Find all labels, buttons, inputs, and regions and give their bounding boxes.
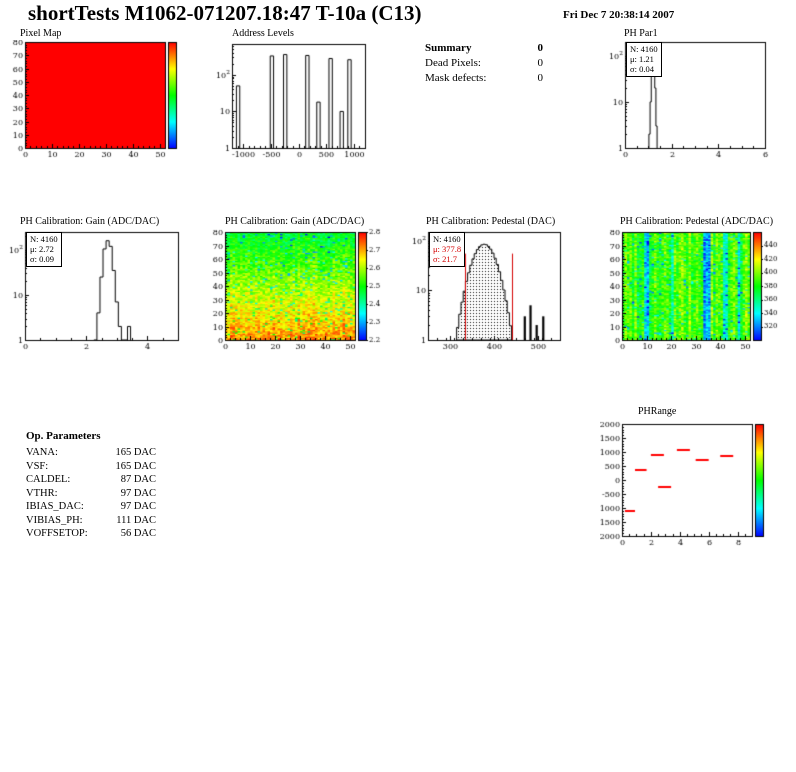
stats-sigma: σ: 21.7 xyxy=(433,254,457,265)
stats-entries: N: 4160 xyxy=(630,44,658,54)
stats-sigma: σ: 0.09 xyxy=(30,254,54,265)
stats-entries: N: 4160 xyxy=(433,234,461,244)
pixel-map-canvas xyxy=(6,40,202,161)
stats-mean: μ: 377.8 xyxy=(433,244,462,255)
param-name: VIBIAS_PH: xyxy=(26,514,83,526)
plot-title: PH Calibration: Gain (ADC/DAC) xyxy=(225,216,365,227)
op-param-row: VANA: 165 DAC xyxy=(26,447,156,461)
address-levels-plot: Address Levels xyxy=(212,28,377,163)
summary-title: Summary xyxy=(425,42,472,54)
summary-value: 0 xyxy=(537,42,544,54)
op-param-row: IBIAS_DAC: 97 DAC xyxy=(26,501,156,515)
op-param-row: VSF: 165 DAC xyxy=(26,461,156,475)
pedestal-distribution-plot: PH Calibration: Pedestal (DAC) N: 4160 μ… xyxy=(412,216,577,358)
param-value: 97 DAC xyxy=(120,501,156,512)
summary-row: Dead Pixels: 0 xyxy=(425,57,543,72)
summary-header: Summary 0 xyxy=(425,42,543,57)
stats-sigma: σ: 0.04 xyxy=(630,64,654,75)
ph-range-plot: PHRange xyxy=(600,406,796,556)
param-name: CALDEL: xyxy=(26,474,71,485)
param-value: 56 DAC xyxy=(120,528,156,539)
param-name: VANA: xyxy=(26,447,58,458)
summary-row: Mask defects: 0 xyxy=(425,72,543,87)
stats-mean: μ: 2.72 xyxy=(30,244,54,255)
param-name: VTHR: xyxy=(26,487,58,499)
dead-pixels-value: 0 xyxy=(537,57,544,69)
plot-title: PH Calibration: Pedestal (ADC/DAC) xyxy=(620,216,774,227)
plot-title: PH Calibration: Gain (ADC/DAC) xyxy=(20,216,160,227)
address-levels-canvas xyxy=(212,40,377,161)
gain-map-canvas xyxy=(210,228,382,356)
stats-box: N: 4160 μ: 2.72 σ: 0.09 xyxy=(26,232,62,267)
plot-title: Pixel Map xyxy=(20,28,62,39)
ph-par1-plot: PH Par1 N: 4160 μ: 1.21 σ: 0.04 xyxy=(608,28,793,163)
plot-title: PH Par1 xyxy=(624,28,658,39)
timestamp: Fri Dec 7 20:38:14 2007 xyxy=(563,9,675,21)
ph-range-canvas xyxy=(600,418,796,554)
param-value: 165 DAC xyxy=(115,447,156,458)
op-parameters-title: Op. Parameters xyxy=(26,430,101,442)
stats-entries: N: 4160 xyxy=(30,234,58,244)
mask-defects-value: 0 xyxy=(537,72,544,84)
op-param-row: VIBIAS_PH: 111 DAC xyxy=(26,515,156,529)
mask-defects-label: Mask defects: xyxy=(425,72,487,84)
op-parameters-panel: Op. Parameters VANA: 165 DAC VSF: 165 DA… xyxy=(26,430,156,542)
op-param-row: CALDEL: 87 DAC xyxy=(26,474,156,488)
param-value: 111 DAC xyxy=(116,514,156,526)
param-name: VOFFSETOP: xyxy=(26,528,88,539)
stats-box: N: 4160 μ: 377.8 σ: 21.7 xyxy=(429,232,466,267)
param-name: IBIAS_DAC: xyxy=(26,501,84,512)
page-title: shortTests M1062-071207.18:47 T-10a (C13… xyxy=(28,1,422,25)
dead-pixels-label: Dead Pixels: xyxy=(425,57,481,69)
param-value: 165 DAC xyxy=(115,460,156,472)
plot-title: PH Calibration: Pedestal (DAC) xyxy=(426,216,556,227)
plot-title: PHRange xyxy=(638,406,677,417)
pedestal-map-plot: PH Calibration: Pedestal (ADC/DAC) xyxy=(605,216,796,358)
param-name: VSF: xyxy=(26,460,49,472)
op-param-row: VTHR: 97 DAC xyxy=(26,488,156,502)
gain-distribution-plot: PH Calibration: Gain (ADC/DAC) N: 4160 μ… xyxy=(6,216,198,358)
op-param-row: VOFFSETOP: 56 DAC xyxy=(26,528,156,542)
gain-map-plot: PH Calibration: Gain (ADC/DAC) xyxy=(210,216,382,358)
pedestal-map-canvas xyxy=(605,228,796,356)
pixel-map-plot: Pixel Map xyxy=(6,28,202,163)
plot-title: Address Levels xyxy=(232,28,294,39)
param-value: 97 DAC xyxy=(120,487,156,499)
summary-panel: Summary 0 Dead Pixels: 0 Mask defects: 0 xyxy=(425,42,543,87)
stats-box: N: 4160 μ: 1.21 σ: 0.04 xyxy=(626,42,662,77)
param-value: 87 DAC xyxy=(120,474,156,485)
stats-mean: μ: 1.21 xyxy=(630,54,654,65)
